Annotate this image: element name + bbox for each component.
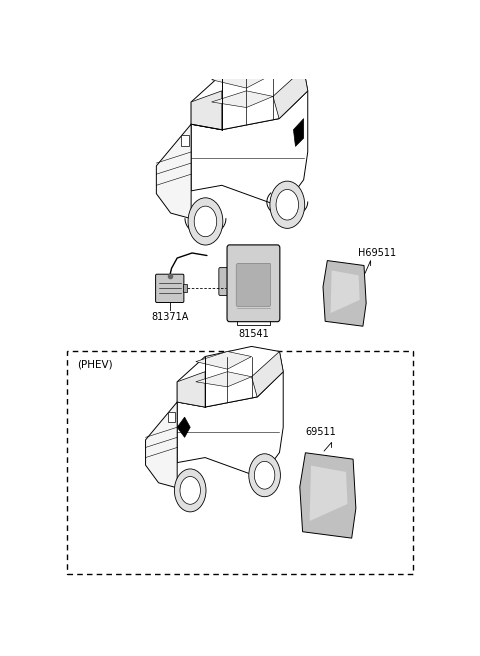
Circle shape: [254, 461, 275, 489]
Polygon shape: [331, 270, 360, 313]
Polygon shape: [191, 63, 308, 130]
Circle shape: [174, 469, 206, 512]
Polygon shape: [177, 417, 190, 438]
Text: H69511: H69511: [358, 248, 396, 258]
Polygon shape: [191, 91, 308, 207]
Polygon shape: [300, 453, 356, 538]
Polygon shape: [177, 346, 283, 407]
Text: 81371A: 81371A: [151, 312, 189, 322]
Polygon shape: [191, 91, 222, 130]
Polygon shape: [156, 124, 191, 218]
Polygon shape: [196, 352, 252, 369]
FancyBboxPatch shape: [227, 245, 280, 321]
Circle shape: [188, 198, 223, 245]
Text: 81541: 81541: [238, 329, 269, 338]
FancyBboxPatch shape: [219, 268, 230, 295]
Polygon shape: [181, 135, 189, 146]
Polygon shape: [168, 412, 175, 422]
Polygon shape: [145, 402, 177, 488]
Polygon shape: [177, 372, 205, 407]
Bar: [67, 352, 413, 574]
Polygon shape: [323, 260, 366, 326]
Circle shape: [249, 454, 280, 497]
Polygon shape: [177, 372, 283, 478]
FancyBboxPatch shape: [156, 274, 184, 302]
Polygon shape: [212, 91, 273, 108]
Polygon shape: [310, 466, 348, 521]
FancyBboxPatch shape: [236, 264, 271, 306]
Text: 69511: 69511: [305, 427, 336, 438]
Circle shape: [194, 206, 216, 237]
Circle shape: [180, 476, 201, 504]
Circle shape: [270, 181, 305, 228]
Text: (PHEV): (PHEV): [77, 359, 112, 369]
Polygon shape: [293, 119, 304, 146]
Polygon shape: [196, 372, 252, 387]
Polygon shape: [273, 69, 308, 119]
Polygon shape: [212, 69, 273, 88]
Bar: [183, 284, 187, 293]
Circle shape: [276, 190, 299, 220]
Polygon shape: [252, 352, 283, 397]
